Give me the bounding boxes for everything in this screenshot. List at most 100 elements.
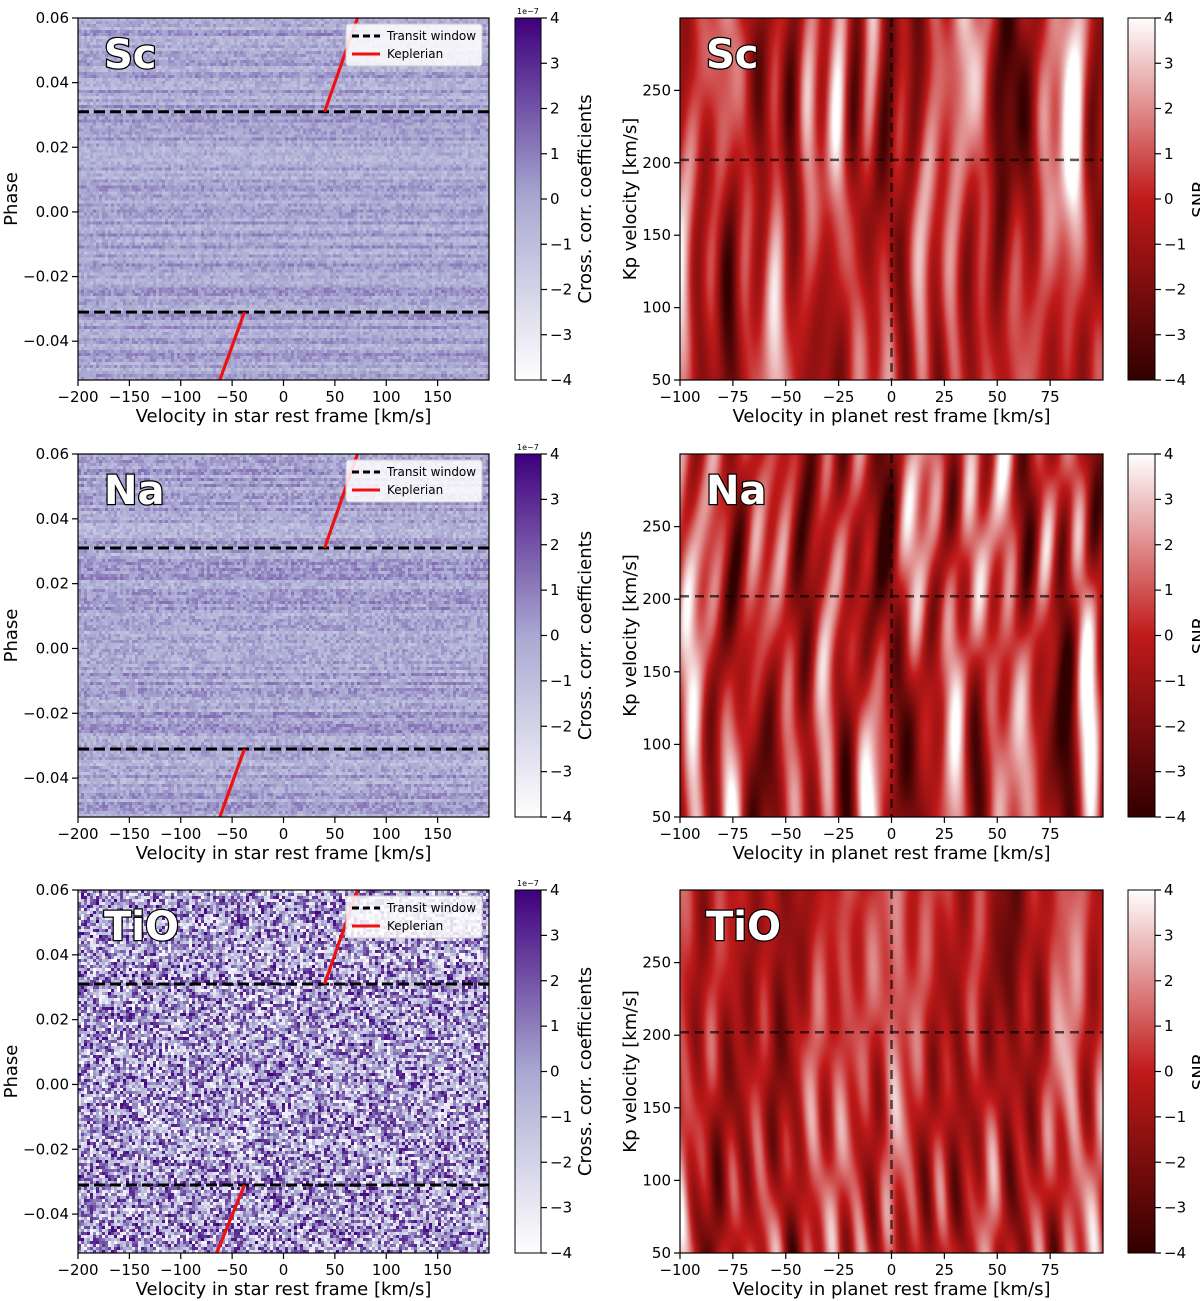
y-axis-label: Kp velocity [km/s] — [620, 118, 641, 280]
x-tick-label: −100 — [160, 825, 201, 843]
colorbar-tick-label: −3 — [550, 326, 572, 344]
x-tick-label: −200 — [57, 1261, 98, 1279]
x-tick-label: 150 — [423, 825, 452, 843]
x-tick-label: 50 — [325, 825, 344, 843]
keplerian-line — [218, 311, 246, 381]
y-tick-label: −0.04 — [23, 769, 69, 787]
colorbar-tick-label: 4 — [550, 445, 560, 463]
x-tick-label: 0 — [279, 825, 289, 843]
ccf-map — [78, 890, 489, 1253]
colorbar-tick-label: 2 — [550, 100, 560, 118]
colorbar-tick-label: −2 — [550, 1153, 572, 1171]
colorbar — [1128, 890, 1155, 1253]
colorbar-tick-label: 0 — [1164, 627, 1174, 645]
legend: Transit window Keplerian — [345, 895, 483, 939]
colorbar-tick-label: 4 — [550, 9, 560, 27]
x-tick-label: −25 — [823, 1261, 855, 1279]
colorbar-tick-label: 2 — [550, 536, 560, 554]
y-tick-label: 50 — [652, 808, 671, 826]
y-tick-label: 0.02 — [36, 138, 69, 156]
y-axis-label: Kp velocity [km/s] — [620, 554, 641, 716]
x-axis-label: Velocity in star rest frame [km/s] — [136, 843, 432, 864]
colorbar-tick-label: 1 — [1164, 145, 1174, 163]
y-tick-label: 150 — [642, 226, 671, 244]
y-tick-label: 50 — [652, 1244, 671, 1262]
colorbar-tick-label: 2 — [550, 972, 560, 990]
colorbar-tick-label: 3 — [1164, 54, 1174, 72]
x-axis-label: Velocity in planet rest frame [km/s] — [733, 1279, 1051, 1300]
y-tick-label: 0.00 — [36, 639, 69, 657]
y-tick-label: 0.06 — [36, 445, 69, 463]
x-tick-label: −50 — [216, 388, 248, 406]
y-tick-label: −0.02 — [23, 1140, 69, 1158]
x-tick-label: 50 — [325, 1261, 344, 1279]
x-tick-label: 0 — [887, 1261, 897, 1279]
colorbar-tick-label: −4 — [1164, 1244, 1186, 1262]
colorbar-tick-label: −3 — [1164, 763, 1186, 781]
species-label: Sc — [104, 32, 157, 78]
y-tick-label: 200 — [642, 590, 671, 608]
x-tick-label: −25 — [823, 825, 855, 843]
colorbar-tick-label: −1 — [1164, 672, 1186, 690]
x-axis-label: Velocity in planet rest frame [km/s] — [733, 843, 1051, 864]
x-tick-label: 75 — [1041, 825, 1060, 843]
colorbar-tick-label: 0 — [550, 627, 560, 645]
y-tick-label: 0.06 — [36, 9, 69, 27]
y-tick-label: 250 — [642, 81, 671, 99]
colorbar-tick-label: −4 — [550, 1244, 572, 1262]
ccf-map — [78, 18, 489, 380]
colorbar-tick-label: −4 — [550, 808, 572, 826]
colorbar — [1128, 454, 1155, 817]
colorbar — [515, 454, 541, 817]
colorbar-label: Cross. corr. coefficients — [575, 967, 596, 1176]
keplerian-line — [215, 1184, 246, 1254]
y-tick-label: 100 — [642, 299, 671, 317]
colorbar-tick-label: −4 — [1164, 808, 1186, 826]
x-tick-label: 0 — [887, 825, 897, 843]
colorbar-tick-label: −3 — [1164, 1199, 1186, 1217]
colorbar-scale: 1e−7 — [517, 7, 539, 16]
colorbar-tick-label: 1 — [1164, 581, 1174, 599]
legend-keplerian-label: Keplerian — [387, 483, 443, 497]
x-tick-label: 150 — [423, 1261, 452, 1279]
x-tick-label: 100 — [372, 1261, 401, 1279]
y-axis-label: Phase — [1, 1045, 22, 1099]
colorbar-tick-label: −2 — [550, 717, 572, 735]
colorbar-tick-label: 2 — [1164, 536, 1174, 554]
y-tick-label: −0.02 — [23, 268, 69, 286]
colorbar-tick-label: −3 — [1164, 326, 1186, 344]
colorbar-tick-label: 3 — [1164, 926, 1174, 944]
x-tick-label: 0 — [279, 388, 289, 406]
x-tick-label: −150 — [109, 388, 150, 406]
y-tick-label: 200 — [642, 154, 671, 172]
colorbar-tick-label: 4 — [1164, 445, 1174, 463]
x-tick-label: 75 — [1041, 1261, 1060, 1279]
colorbar-tick-label: −4 — [1164, 371, 1186, 389]
colorbar-tick-label: 0 — [550, 1063, 560, 1081]
colorbar-label: SNR — [1189, 180, 1200, 217]
y-tick-label: 0.00 — [36, 203, 69, 221]
y-tick-label: 100 — [642, 735, 671, 753]
y-tick-label: 50 — [652, 371, 671, 389]
x-tick-label: −150 — [109, 1261, 150, 1279]
colorbar-tick-label: 1 — [550, 145, 560, 163]
colorbar-tick-label: −2 — [550, 281, 572, 299]
legend-keplerian-label: Keplerian — [387, 47, 443, 61]
colorbar-tick-label: 3 — [550, 490, 560, 508]
ccf-panel-sc: Transit window Keplerian Sc 0.06 0.04 0.02 0.0… — [1, 7, 596, 427]
y-tick-label: 250 — [642, 954, 671, 972]
colorbar-tick-label: 1 — [1164, 1017, 1174, 1035]
legend-transit-label: Transit window — [386, 901, 476, 915]
x-tick-label: −50 — [216, 825, 248, 843]
y-tick-label: 0.04 — [36, 946, 69, 964]
y-tick-label: 150 — [642, 1099, 671, 1117]
colorbar-tick-label: −1 — [550, 672, 572, 690]
x-tick-label: −50 — [770, 388, 802, 406]
y-tick-label: 0.02 — [36, 575, 69, 593]
y-tick-label: 100 — [642, 1171, 671, 1189]
x-tick-label: 25 — [935, 825, 954, 843]
x-tick-label: 50 — [988, 388, 1007, 406]
x-tick-label: −100 — [659, 1261, 700, 1279]
legend-keplerian-label: Keplerian — [387, 919, 443, 933]
